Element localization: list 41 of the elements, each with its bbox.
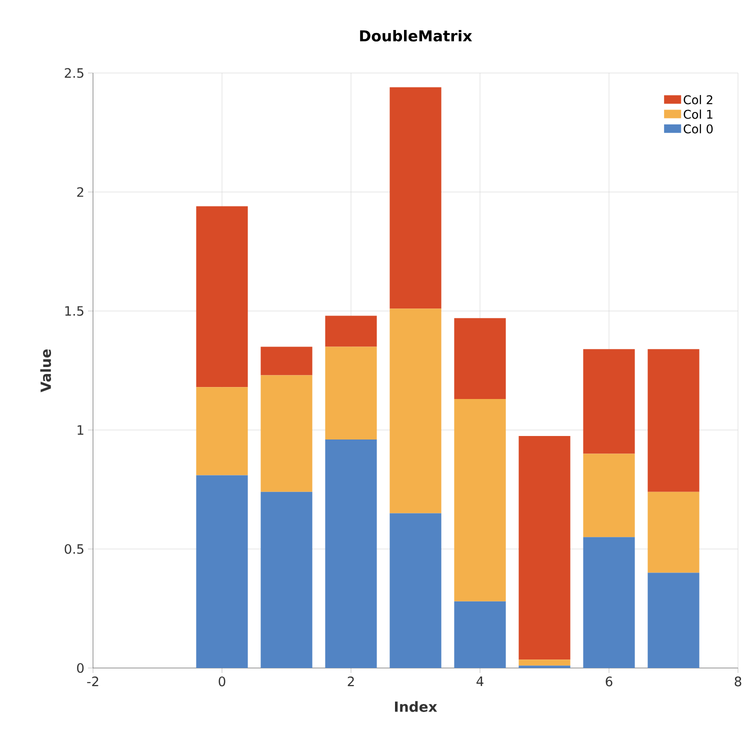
x-tick-label: -2 [87, 676, 98, 686]
bar [390, 308, 442, 514]
bar [583, 537, 635, 668]
chart-title: DoubleMatrix [360, 30, 472, 42]
bar [454, 318, 506, 400]
bar [454, 601, 506, 668]
x-tick-label: 6 [606, 676, 612, 686]
bar [325, 316, 377, 347]
y-tick-label: 0 [77, 663, 84, 673]
bar [260, 492, 312, 668]
bar [583, 454, 635, 538]
x-tick-label: 4 [476, 676, 484, 686]
bar [325, 346, 377, 440]
y-tick-label: 0.5 [64, 544, 84, 554]
bar [260, 375, 312, 492]
y-axis-title: Value [40, 349, 52, 392]
bar [196, 475, 248, 668]
bar [648, 349, 700, 492]
bar [260, 346, 312, 376]
bar [518, 436, 570, 660]
y-tick-label: 1.5 [65, 306, 84, 316]
y-tick-label: 1 [78, 425, 84, 435]
bar [648, 492, 700, 573]
legend-label: Col 0 [684, 124, 713, 134]
bar [390, 87, 442, 309]
x-tick-label: 0 [218, 676, 226, 686]
bar [196, 206, 248, 388]
bar [518, 660, 570, 666]
x-tick-label: 8 [734, 676, 742, 686]
legend-label: Col 2 [684, 95, 712, 104]
bar [390, 513, 442, 668]
bar [454, 399, 506, 602]
bar [648, 572, 700, 668]
bar [196, 387, 248, 476]
y-tick-label: 2.5 [64, 68, 84, 78]
x-tick-label: 2 [348, 676, 354, 686]
bar [583, 349, 635, 454]
y-tick-label: 2 [77, 187, 84, 197]
legend-label: Col 1 [684, 110, 712, 119]
x-axis-title: Index [395, 701, 438, 712]
bar [325, 440, 377, 668]
